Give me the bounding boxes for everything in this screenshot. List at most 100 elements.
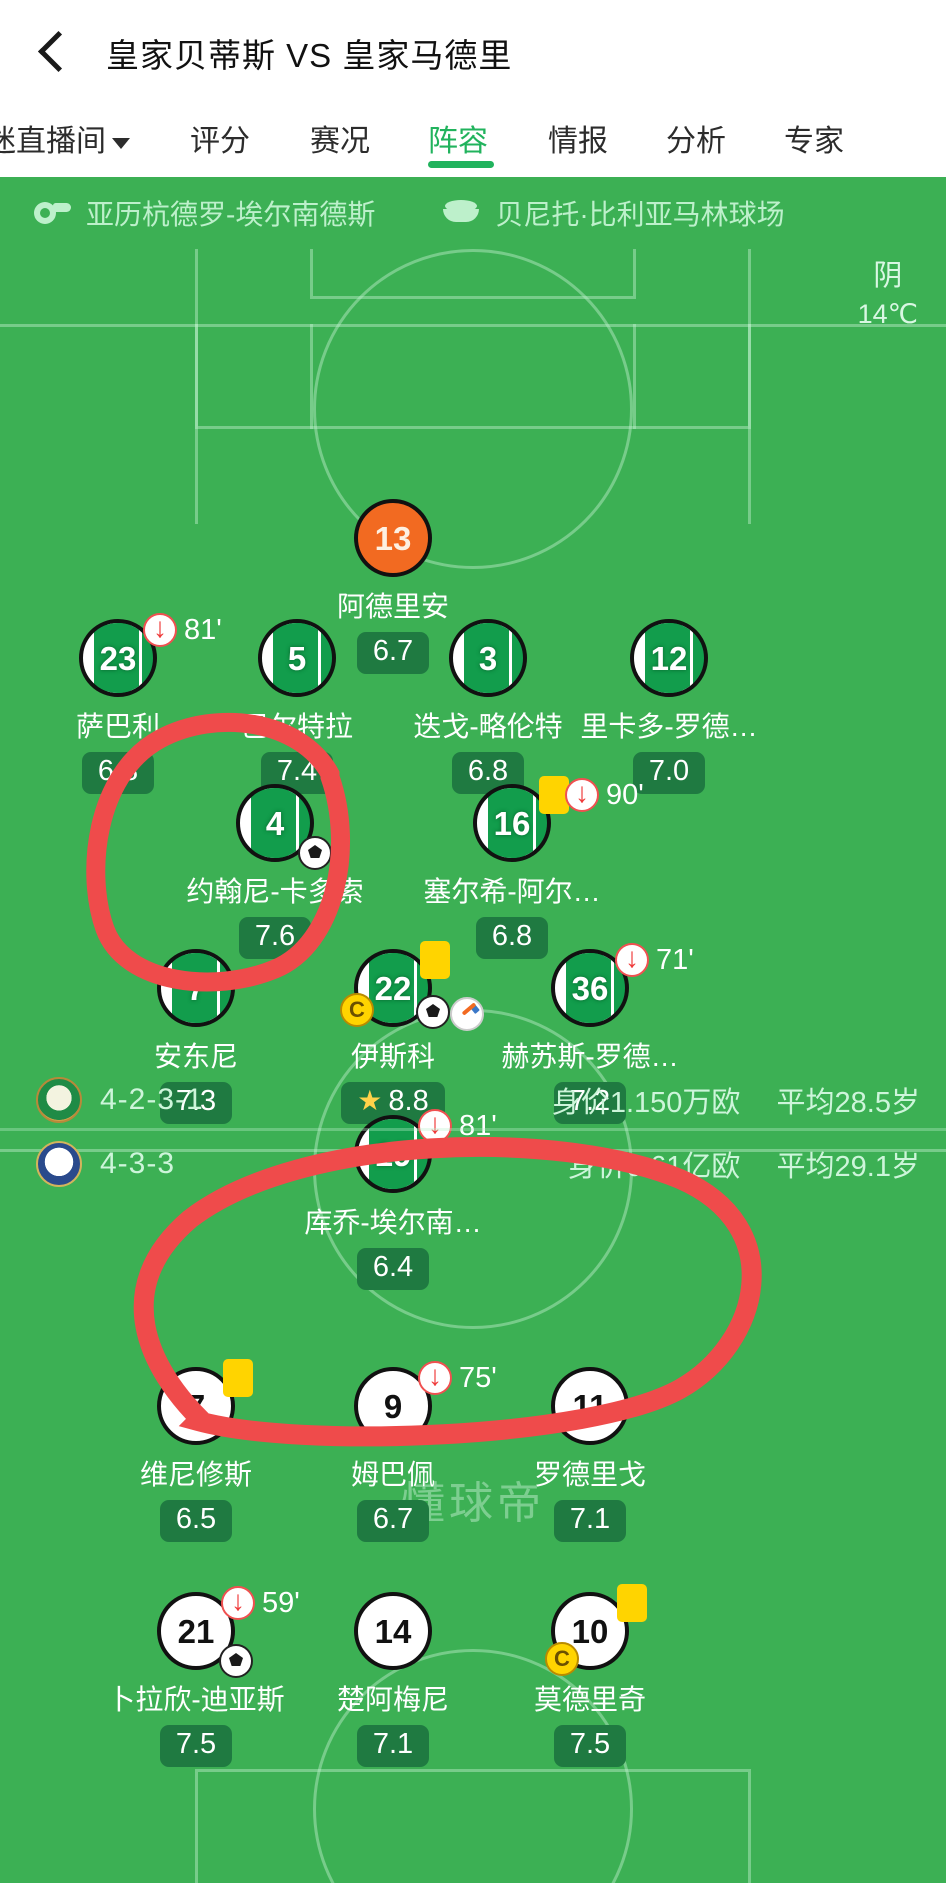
motm-star-icon: ★ [357,1085,383,1116]
player-card[interactable]: 12 里卡多-罗德… 7.0 [564,619,774,794]
player-number: 3 [478,639,498,677]
player-name: 楚阿梅尼 [336,1684,449,1715]
player-number: 22 [374,969,412,1007]
player-rating-value: 6.7 [372,1503,414,1535]
away-formation: 4-3-3 [100,1147,176,1180]
away-team-stats: 身价6.61亿欧 平均29.1岁 [568,1143,920,1185]
yellow-card-icon [223,1359,253,1397]
player-rating: 6.7 [356,632,430,674]
player-shirt-betis: 3 [449,619,527,697]
player-shirt-wrap: 22 C [340,941,484,1031]
player-rating-holder: 7.1 [288,1718,498,1767]
player-card[interactable]: 16 90' 塞尔希-阿尔… 6.8 [407,775,644,959]
player-shirt-wrap: 7 [157,949,235,1027]
player-shirt-madrid: 11 [551,1367,629,1445]
tab-label: 情报 [548,125,608,158]
captain-armband-icon: C [545,1642,579,1676]
player-card[interactable]: 3671'赫苏斯-罗德…7.2 [485,940,695,1124]
back-chevron-icon[interactable] [30,30,76,76]
player-rating-value: 7.5 [569,1728,611,1760]
player-name: 约翰尼-卡多索 [186,876,364,907]
player-card[interactable]: 3 迭戈-略伦特 6.8 [383,619,593,794]
pitch: 懂球帝 阴 14℃ 13阿德里安6.72381'萨巴利6.85巴尔特拉7.43迭… [0,249,946,1883]
tab-3[interactable]: 赛况 [310,116,370,166]
player-rating: 6.5 [159,1500,233,1542]
player-rating: 7.2 [553,1082,627,1124]
player-shirt-betis: 16 [473,784,551,862]
pitch-line [195,324,198,524]
tab-5[interactable]: 情报 [548,116,608,166]
player-number: 23 [99,639,137,677]
referee-info: 亚历杭德罗-埃尔南德斯 [34,193,375,233]
player-rating: 7.1 [553,1500,627,1542]
player-rating: 7.5 [159,1725,233,1767]
player-shirt-wrap: 12 [630,619,708,697]
shirt-number-backing [648,623,690,693]
sub-out-arrow-icon [418,1358,452,1395]
player-shirt-madrid: 14 [354,1592,432,1670]
player-shirt-betis: 5 [258,619,336,697]
player-rating-value: 7.1 [372,1728,414,1760]
tab-6[interactable]: 分析 [666,116,726,166]
substitution-minute: 81' [459,1109,497,1142]
page-title: 皇家贝蒂斯 VS 皇家马德里 [106,36,513,74]
player-card[interactable]: 13 阿德里安 6.7 [288,499,498,674]
player-number: 36 [571,969,609,1007]
player-shirt-betis: 23 [79,619,157,697]
player-shirt-betis: 12 [630,619,708,697]
player-rating-holder: 6.5 [91,1493,301,1542]
player-name: 卜拉欣-迪亚斯 [107,1684,285,1715]
substitution-marker: 71' [615,940,694,977]
player-card[interactable]: 975' 姆巴佩 6.7 [288,1358,498,1542]
player-card[interactable]: 14 楚阿梅尼 7.1 [288,1592,498,1767]
player-number: 13 [374,519,412,557]
player-card[interactable]: 11 罗德里戈 7.1 [485,1367,695,1542]
player-name: 姆巴佩 [350,1459,435,1490]
away-squad-value: 身价6.61亿欧 [567,1151,741,1183]
pitch-line [633,324,636,429]
player-shirt-wrap: 3 [449,619,527,697]
player-card[interactable]: 21 59' 卜拉欣-迪亚斯 7.5 [91,1583,301,1767]
player-card[interactable]: 7 维尼修斯 6.5 [91,1359,301,1542]
substitution-marker: 59' [221,1583,300,1620]
player-shirt-wrap: 975' [354,1358,497,1445]
player-card[interactable]: 10 C 莫德里奇 7.5 [485,1584,695,1767]
tab-1[interactable]: 迷直播间 [0,116,130,166]
player-number: 16 [493,804,531,842]
tab-7[interactable]: 专家 [784,116,844,166]
player-shirt-wrap: 11 [551,1367,629,1445]
active-tab-underline [428,161,494,168]
player-rating: 7.5 [553,1725,627,1767]
player-shirt-betis: 36 [551,949,629,1027]
player-rating-holder: 7.0 [564,745,774,794]
goal-ball-icon [298,836,332,870]
player-rating-value: 7.4 [276,755,318,787]
player-shirt-betis: 7 [157,949,235,1027]
player-name: 罗德里戈 [533,1459,646,1490]
player-rating: 6.8 [475,917,549,959]
tab-4[interactable]: 阵容 [428,116,494,168]
home-avg-age: 平均28.5岁 [776,1087,920,1119]
player-rating-value: 6.5 [175,1503,217,1535]
shirt-number-backing [276,623,318,693]
player-rating: 6.8 [81,752,155,794]
player-rating-holder: 6.8 [407,910,617,959]
player-number: 9 [383,1387,403,1425]
player-rating: 7.3 [159,1082,233,1124]
player-rating-value: 6.8 [97,755,139,787]
shirt-number-backing [569,953,611,1023]
player-card[interactable]: 5 巴尔特拉 7.4 [192,619,402,794]
whistle-icon [34,196,72,230]
away-avg-age: 平均29.1岁 [776,1151,920,1183]
tab-label: 迷直播间 [0,125,106,158]
tab-label: 阵容 [428,125,488,158]
home-squad-value: 身价1.150万欧 [551,1087,741,1119]
player-shirt-wrap: 16 90' [473,775,644,862]
yellow-card-icon [539,776,569,814]
player-shirt-wrap: 23 81' [79,610,222,697]
tab-2[interactable]: 评分 [190,116,250,166]
player-rating-value: 7.5 [175,1728,217,1760]
stadium-info: 贝尼托·比利亚马林球场 [443,193,785,233]
player-shirt-gk: 13 [354,499,432,577]
player-card[interactable]: 4 约翰尼-卡多索 7.6 [170,784,380,959]
